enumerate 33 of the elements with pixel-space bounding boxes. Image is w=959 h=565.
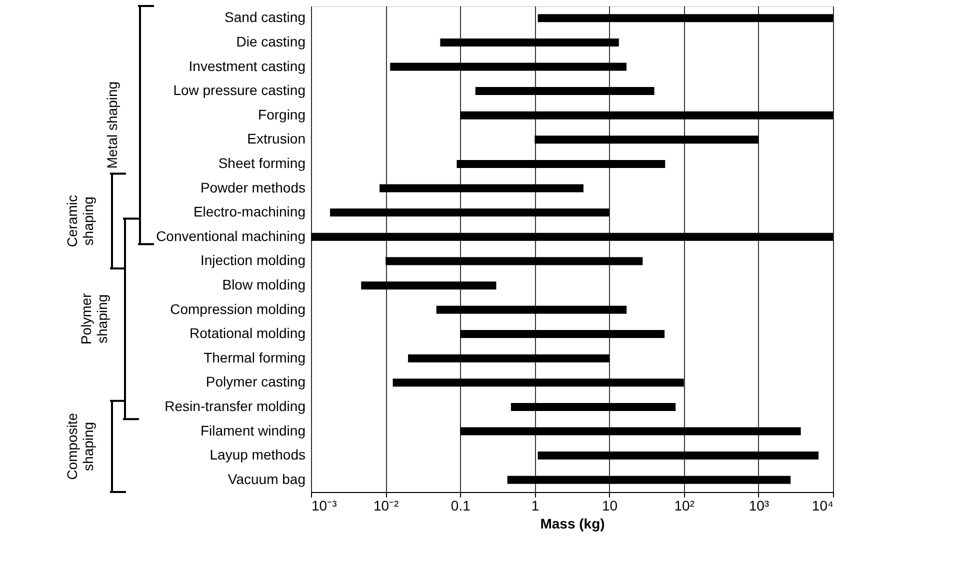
y-tick-label: Electro-machining <box>193 204 306 220</box>
y-tick-label: Forging <box>258 106 306 122</box>
text: Metal shaping <box>104 81 120 169</box>
y-tick-label: Injection molding <box>200 252 306 268</box>
y-tick-label: Extrusion <box>247 130 306 147</box>
y-tick-label: Blow molding <box>222 276 306 292</box>
text: Polymer shaping <box>78 292 110 345</box>
y-tick-label: Polymer casting <box>206 374 306 390</box>
x-tick-label: 10² <box>674 498 695 514</box>
text: Ceramic shaping <box>64 194 96 248</box>
y-tick-label: Sand casting <box>224 9 306 26</box>
y-tick-label: Investment casting <box>188 58 306 74</box>
x-tick-label: 10⁻² <box>373 498 400 514</box>
x-axis-title: Mass (kg) <box>540 516 605 532</box>
y-tick-label: Rotational molding <box>190 325 306 342</box>
y-tick-label: Sheet forming <box>218 154 306 171</box>
y-tick-label: Conventional machining <box>156 228 306 244</box>
text: Composite shaping <box>64 412 96 480</box>
y-tick-label: Filament winding <box>200 422 306 438</box>
y-tick-label: Powder methods <box>200 179 306 196</box>
x-tick-label: 10 <box>602 498 618 514</box>
x-tick-label: 10³ <box>748 498 770 514</box>
y-tick-label: Resin-transfer molding <box>164 398 306 414</box>
y-tick-label: Compression molding <box>170 300 306 317</box>
x-tick-label: 1 <box>531 498 540 514</box>
y-tick-label: Layup methods <box>210 446 306 463</box>
x-tick-label: 0.1 <box>450 498 471 514</box>
y-tick-label: Low pressure casting <box>173 82 306 98</box>
x-tick-label: 10⁻³ <box>312 498 338 514</box>
y-tick-label: Vacuum bag <box>228 470 306 487</box>
y-tick-label: Thermal forming <box>204 349 306 366</box>
x-tick-label: 10⁴ <box>812 498 834 514</box>
y-tick-label: Die casting <box>236 33 306 50</box>
